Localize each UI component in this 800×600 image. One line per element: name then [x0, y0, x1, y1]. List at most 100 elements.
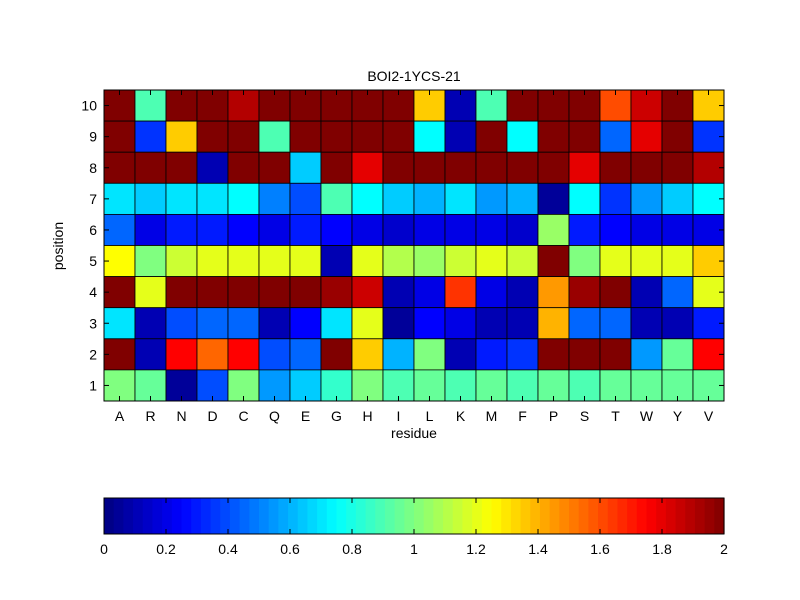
heatmap-cell	[537, 245, 570, 278]
colorbar-segment	[472, 498, 483, 534]
colorbar-segment	[617, 498, 628, 534]
heatmap-cell	[320, 245, 353, 278]
colorbar-tick-label: 1.8	[652, 541, 672, 557]
heatmap-cell	[351, 338, 384, 371]
colorbar-tick-label: 0.8	[342, 541, 362, 557]
heatmap-cell	[227, 307, 260, 340]
x-tick-label: P	[549, 408, 558, 424]
y-tick-label: 6	[89, 222, 97, 238]
heatmap-cell	[661, 307, 694, 340]
colorbar-segment	[162, 498, 173, 534]
heatmap-cell	[382, 338, 415, 371]
heatmap-cell	[289, 151, 322, 184]
heatmap-cell	[103, 276, 136, 309]
colorbar-tick-label: 1.2	[466, 541, 486, 557]
heatmap-cell	[599, 276, 632, 309]
colorbar-segment	[171, 498, 183, 534]
heatmap-cell	[444, 89, 477, 122]
colorbar-segment	[394, 498, 405, 534]
x-tick-label: N	[176, 408, 186, 424]
x-tick-label: I	[397, 408, 401, 424]
heatmap-cell	[196, 276, 229, 309]
colorbar-segment	[539, 498, 551, 534]
heatmap-cell	[165, 245, 198, 278]
heatmap-cell	[351, 245, 384, 278]
heatmap-cell	[289, 338, 322, 371]
x-tick-label: G	[331, 408, 342, 424]
y-tick-label: 5	[89, 253, 97, 269]
heatmap-cell	[630, 338, 663, 371]
heatmap-cell	[537, 151, 570, 184]
x-tick-label: Y	[673, 408, 683, 424]
x-tick-label: R	[145, 408, 155, 424]
heatmap-cell	[320, 151, 353, 184]
heatmap-cell	[537, 213, 570, 246]
heatmap-cell	[506, 120, 539, 153]
y-tick-label: 7	[89, 191, 97, 207]
heatmap-cell	[444, 245, 477, 278]
colorbar-segment	[152, 498, 163, 534]
colorbar-segment	[520, 498, 531, 534]
heatmap-cell	[227, 151, 260, 184]
colorbar-segment	[636, 498, 648, 534]
heatmap-cell	[413, 151, 446, 184]
colorbar-segment	[646, 498, 657, 534]
heatmap-cell	[599, 89, 632, 122]
heatmap-cell	[103, 369, 136, 402]
heatmap-cell	[289, 213, 322, 246]
colorbar-segment	[694, 498, 706, 534]
colorbar-segment	[714, 498, 725, 534]
heatmap-cell	[630, 151, 663, 184]
heatmap-cell	[475, 307, 508, 340]
heatmap-cell	[599, 307, 632, 340]
colorbar-tick-label: 0	[100, 541, 108, 557]
heatmap-cell	[599, 213, 632, 246]
heatmap-cell	[196, 245, 229, 278]
heatmap-cell	[196, 338, 229, 371]
heatmap-cell	[134, 245, 167, 278]
heatmap-cell	[537, 120, 570, 153]
heatmap-cell	[568, 151, 601, 184]
heatmap-cell	[413, 369, 446, 402]
heatmap-cell	[320, 182, 353, 215]
heatmap-cell	[165, 120, 198, 153]
heatmap-cell	[444, 369, 477, 402]
x-tick-label: E	[301, 408, 310, 424]
colorbar-segment	[452, 498, 464, 534]
colorbar-segment	[423, 498, 434, 534]
colorbar-segment	[656, 498, 667, 534]
colorbar-tick-label: 1	[410, 541, 418, 557]
heatmap-cell	[692, 338, 725, 371]
heatmap-cell	[630, 307, 663, 340]
colorbar-segment	[326, 498, 338, 534]
heatmap-cell	[599, 182, 632, 215]
heatmap-cell	[444, 307, 477, 340]
colorbar-segment	[200, 498, 212, 534]
colorbar-segment	[220, 498, 231, 534]
colorbar-segment	[181, 498, 192, 534]
heatmap-cell	[227, 120, 260, 153]
heatmap-cell	[258, 307, 291, 340]
heatmap-cell	[661, 120, 694, 153]
heatmap-cell	[134, 151, 167, 184]
heatmap-cell	[196, 151, 229, 184]
colorbar	[104, 498, 725, 534]
heatmap-cell	[134, 182, 167, 215]
heatmap-cell	[165, 276, 198, 309]
colorbar-tick-label: 2	[720, 541, 728, 557]
y-axis-ticks: 10 9 8 7 6 5 4 3 2 1	[81, 98, 724, 393]
heatmap-cell	[444, 182, 477, 215]
heatmap-cell	[351, 151, 384, 184]
heatmap-cell	[537, 338, 570, 371]
colorbar-segment	[404, 498, 415, 534]
heatmap-cell	[320, 338, 353, 371]
heatmap-cell	[382, 276, 415, 309]
colorbar-segment	[559, 498, 570, 534]
heatmap-cell	[196, 182, 229, 215]
heatmap-cell	[258, 120, 291, 153]
colorbar-segment	[433, 498, 444, 534]
heatmap-cell	[258, 338, 291, 371]
heatmap-cell	[630, 213, 663, 246]
colorbar-segment	[307, 498, 318, 534]
heatmap-cell	[475, 151, 508, 184]
